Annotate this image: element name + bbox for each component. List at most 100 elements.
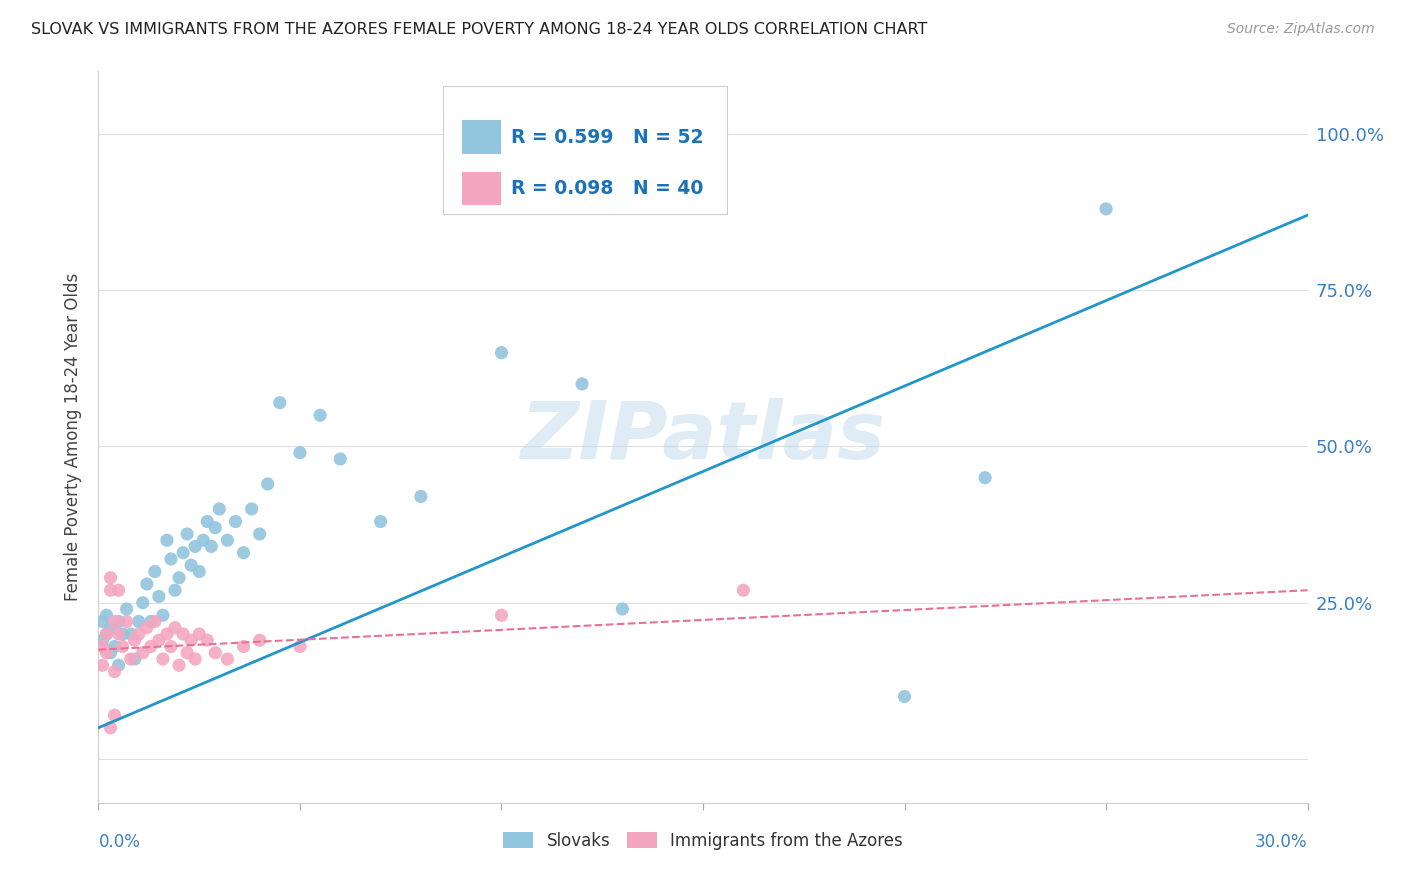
Point — [163, 621, 186, 635]
Point — [370, 515, 392, 529]
Point — [91, 640, 114, 654]
Point — [139, 640, 162, 654]
Y-axis label: Female Poverty Among 18-24 Year Olds: Female Poverty Among 18-24 Year Olds — [65, 273, 83, 601]
Point — [309, 408, 332, 422]
Point — [204, 521, 226, 535]
Point — [172, 546, 194, 560]
Point — [184, 652, 207, 666]
Point — [180, 633, 202, 648]
Point — [249, 633, 271, 648]
Point — [124, 633, 146, 648]
Point — [100, 583, 122, 598]
Point — [160, 552, 183, 566]
Point — [103, 665, 125, 679]
Point — [1095, 202, 1118, 216]
Point — [160, 640, 183, 654]
Point — [143, 565, 166, 579]
Point — [115, 602, 138, 616]
Point — [96, 608, 118, 623]
Point — [120, 627, 142, 641]
Point — [107, 627, 129, 641]
Point — [148, 590, 170, 604]
Point — [195, 515, 218, 529]
Point — [195, 633, 218, 648]
Point — [100, 646, 122, 660]
Point — [152, 652, 174, 666]
Point — [91, 615, 114, 629]
Point — [100, 621, 122, 635]
Point — [893, 690, 915, 704]
FancyBboxPatch shape — [443, 86, 727, 214]
Point — [128, 615, 150, 629]
Point — [111, 640, 134, 654]
Point — [217, 533, 239, 548]
Point — [156, 533, 179, 548]
Point — [193, 533, 215, 548]
Point — [184, 540, 207, 554]
Point — [96, 646, 118, 660]
Text: Source: ZipAtlas.com: Source: ZipAtlas.com — [1227, 22, 1375, 37]
Point — [124, 652, 146, 666]
Point — [188, 565, 211, 579]
Point — [111, 627, 134, 641]
Point — [156, 627, 179, 641]
Point — [103, 615, 125, 629]
Point — [232, 640, 254, 654]
Point — [152, 608, 174, 623]
Point — [217, 652, 239, 666]
Point — [176, 646, 198, 660]
Point — [132, 646, 155, 660]
Point — [208, 502, 231, 516]
Point — [107, 615, 129, 629]
Legend: Slovaks, Immigrants from the Azores: Slovaks, Immigrants from the Azores — [496, 825, 910, 856]
Point — [115, 615, 138, 629]
Point — [128, 627, 150, 641]
Text: R = 0.098   N = 40: R = 0.098 N = 40 — [510, 179, 703, 198]
Point — [143, 615, 166, 629]
Point — [135, 577, 157, 591]
Point — [103, 640, 125, 654]
Point — [100, 571, 122, 585]
Point — [733, 583, 755, 598]
Point — [172, 627, 194, 641]
Point — [612, 602, 634, 616]
Text: 30.0%: 30.0% — [1256, 833, 1308, 851]
Point — [180, 558, 202, 573]
Point — [329, 452, 352, 467]
FancyBboxPatch shape — [463, 172, 501, 205]
Point — [107, 583, 129, 598]
Point — [120, 652, 142, 666]
Point — [256, 477, 278, 491]
Point — [135, 621, 157, 635]
Text: ZIPatlas: ZIPatlas — [520, 398, 886, 476]
Point — [96, 627, 118, 641]
Point — [91, 658, 114, 673]
Point — [269, 395, 291, 409]
Point — [91, 633, 114, 648]
FancyBboxPatch shape — [463, 120, 501, 154]
Point — [107, 658, 129, 673]
Point — [139, 615, 162, 629]
Point — [240, 502, 263, 516]
Point — [232, 546, 254, 560]
Text: 0.0%: 0.0% — [98, 833, 141, 851]
Point — [100, 721, 122, 735]
Point — [132, 596, 155, 610]
Point — [148, 633, 170, 648]
Point — [200, 540, 222, 554]
Point — [96, 627, 118, 641]
Point — [204, 646, 226, 660]
Point — [167, 658, 190, 673]
Point — [249, 527, 271, 541]
Point — [288, 446, 311, 460]
Point — [176, 527, 198, 541]
Point — [571, 376, 593, 391]
Text: R = 0.599   N = 52: R = 0.599 N = 52 — [510, 128, 703, 146]
Point — [224, 515, 246, 529]
Point — [167, 571, 190, 585]
Point — [163, 583, 186, 598]
Point — [974, 471, 997, 485]
Point — [103, 708, 125, 723]
Text: SLOVAK VS IMMIGRANTS FROM THE AZORES FEMALE POVERTY AMONG 18-24 YEAR OLDS CORREL: SLOVAK VS IMMIGRANTS FROM THE AZORES FEM… — [31, 22, 928, 37]
Point — [491, 608, 513, 623]
